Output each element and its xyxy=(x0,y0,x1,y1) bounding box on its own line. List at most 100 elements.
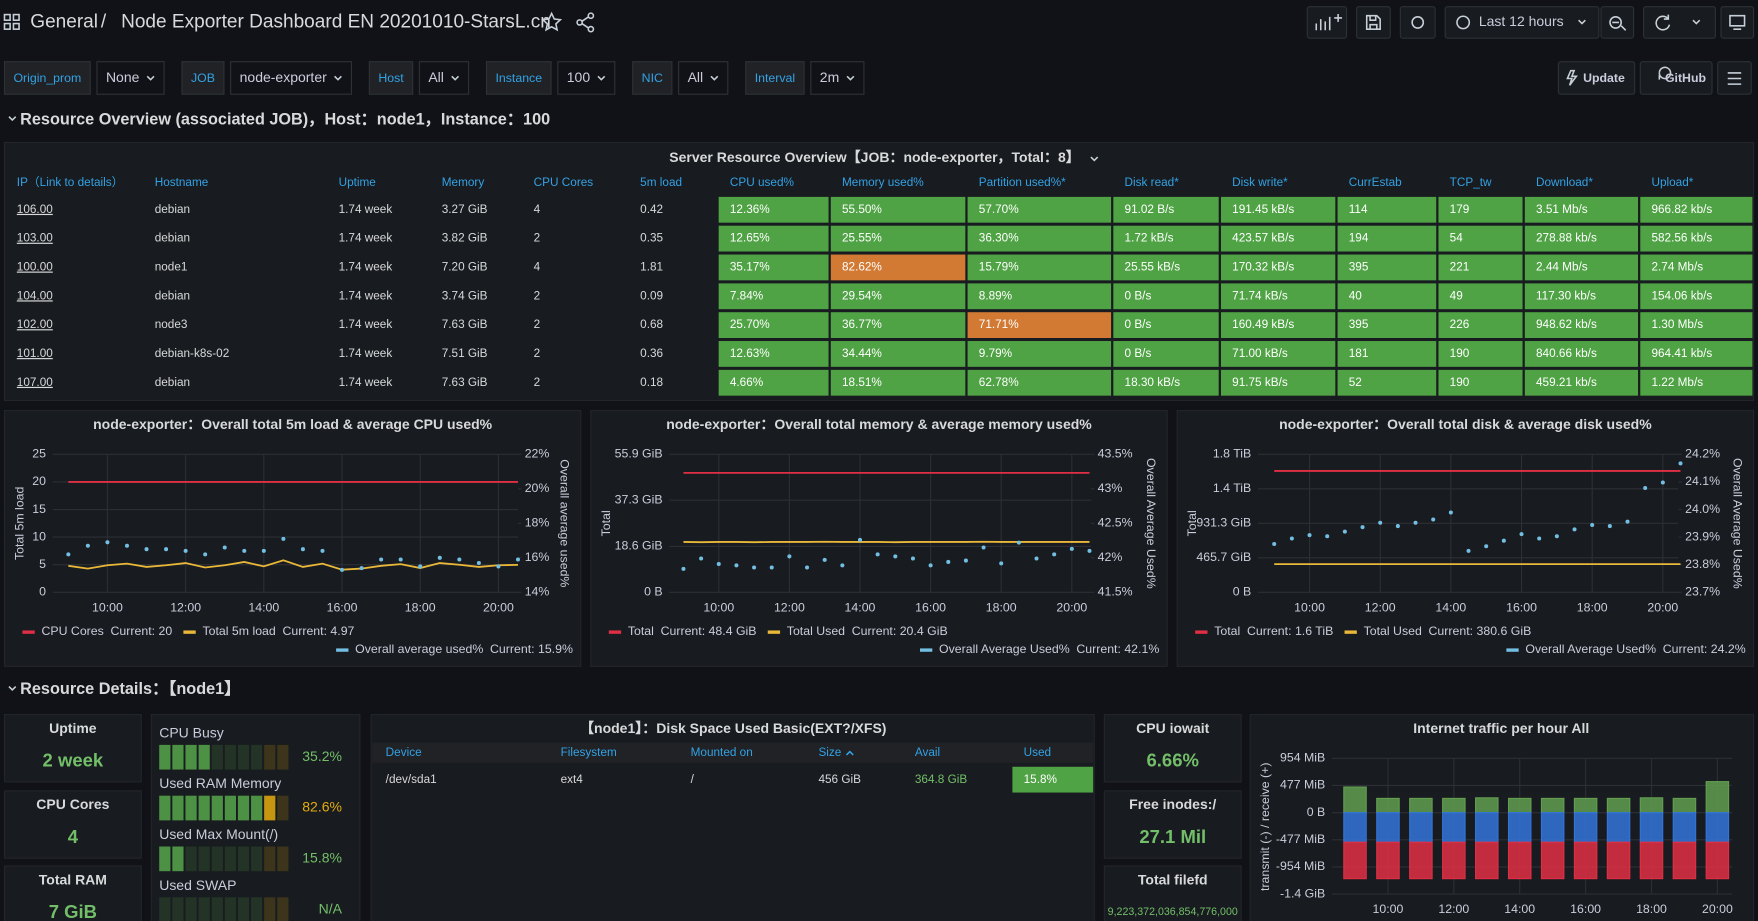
table-cell: 2 xyxy=(534,289,541,302)
panel-title[interactable]: node-exporter：Overall total disk & avera… xyxy=(1279,416,1652,432)
legend-name[interactable]: Total xyxy=(1214,624,1240,638)
refresh-icon xyxy=(1655,14,1701,31)
column-header[interactable]: Memory used% xyxy=(842,176,924,189)
column-header[interactable]: Filesystem xyxy=(561,746,617,759)
legend-name[interactable]: Total Used xyxy=(787,624,845,638)
y-tick-label: 0 xyxy=(39,585,46,599)
column-header[interactable]: TCP_tw xyxy=(1450,176,1492,189)
variable-label: Instance xyxy=(495,71,542,85)
column-header[interactable]: Memory xyxy=(442,176,485,189)
dashboard-title[interactable]: Node Exporter Dashboard EN 20201010-Star… xyxy=(121,11,551,32)
ip-link[interactable]: 100.00 xyxy=(17,261,53,274)
y-axis-title: Total xyxy=(599,510,613,536)
legend-name[interactable]: Total Used xyxy=(1364,624,1422,638)
collapse-chevron[interactable] xyxy=(8,685,17,692)
refresh-button[interactable] xyxy=(1643,6,1716,39)
table-cell: 2.44 Mb/s xyxy=(1536,261,1588,274)
y2-tick-label: 18% xyxy=(525,516,550,530)
column-header[interactable]: Disk read* xyxy=(1125,176,1180,189)
table-cell-bg xyxy=(830,225,966,252)
bar-gauge xyxy=(159,795,289,821)
legend-name[interactable]: Overall average used% xyxy=(355,642,483,656)
legend-name[interactable]: Total 5m load xyxy=(202,624,275,638)
link-button[interactable] xyxy=(1639,61,1713,95)
stat-title: Total RAM xyxy=(39,871,107,887)
link-button[interactable] xyxy=(1557,61,1636,95)
column-header[interactable]: Hostname xyxy=(155,176,209,189)
save-button[interactable] xyxy=(1356,6,1391,39)
column-header[interactable]: IP（Link to details） xyxy=(17,175,124,189)
column-header[interactable]: 5m load xyxy=(640,176,682,189)
time-picker[interactable] xyxy=(1444,6,1600,39)
table-cell-bg xyxy=(1640,254,1753,281)
apps-icon[interactable] xyxy=(3,13,20,30)
panel-title[interactable]: node-exporter：Overall total memory & ave… xyxy=(666,416,1092,432)
column-header[interactable]: CPU used% xyxy=(730,176,795,189)
y2-tick-label: 20% xyxy=(525,481,550,495)
ip-link[interactable]: 106.00 xyxy=(17,203,53,216)
collapse-chevron[interactable] xyxy=(8,116,17,122)
column-header[interactable]: Download* xyxy=(1536,176,1593,189)
add-panel-button[interactable] xyxy=(1306,6,1348,39)
ip-link[interactable]: 101.00 xyxy=(17,347,53,360)
column-header[interactable]: Disk write* xyxy=(1232,176,1288,189)
panel-title[interactable]: Internet traffic per hour All xyxy=(1413,720,1589,736)
column-header[interactable]: Partition used%* xyxy=(979,176,1066,189)
variable-select[interactable] xyxy=(230,61,352,95)
y2-tick-label: 43.5% xyxy=(1098,447,1133,461)
variable-label: Host xyxy=(378,71,404,85)
variable-select[interactable] xyxy=(418,61,470,95)
x-tick-label: 20:00 xyxy=(1647,600,1678,614)
section-title[interactable]: Resource Details：【node1】 xyxy=(20,680,240,698)
table-cell: 62.78% xyxy=(979,376,1019,389)
column-header[interactable]: CurrEstab xyxy=(1349,176,1402,189)
table-cell: 181 xyxy=(1349,347,1369,360)
table-cell: 3.82 GiB xyxy=(442,232,488,245)
legend-swatch xyxy=(1195,630,1208,634)
gauge-cell xyxy=(251,897,263,921)
data-point xyxy=(398,557,403,562)
legend-name[interactable]: Total xyxy=(628,624,654,638)
share-icon[interactable] xyxy=(576,12,595,33)
ip-link[interactable]: 107.00 xyxy=(17,376,53,389)
variable-select[interactable] xyxy=(678,61,729,95)
table-cell: debian xyxy=(155,376,190,389)
column-header[interactable]: CPU Cores xyxy=(534,176,594,189)
column-header[interactable]: Upload* xyxy=(1651,176,1693,189)
data-point xyxy=(769,565,774,570)
panel-title[interactable]: Server Resource Overview【JOB：node-export… xyxy=(669,149,1079,165)
column-header[interactable]: Device xyxy=(386,746,422,759)
star-icon[interactable] xyxy=(541,11,563,32)
x-tick-label: 14:00 xyxy=(1504,902,1535,916)
breadcrumb-root[interactable]: General xyxy=(30,11,98,32)
column-header[interactable]: Avail xyxy=(915,746,940,759)
ip-link[interactable]: 103.00 xyxy=(17,232,53,245)
settings-button[interactable] xyxy=(1399,6,1436,39)
legend-name[interactable]: CPU Cores xyxy=(41,624,103,638)
column-header[interactable]: Mounted on xyxy=(691,746,753,759)
table-cell-bg xyxy=(1438,225,1523,252)
column-header[interactable]: Size xyxy=(818,746,841,759)
data-point xyxy=(300,547,305,552)
bar-segment xyxy=(1343,812,1367,843)
tv-mode-button[interactable] xyxy=(1720,6,1755,39)
legend-name[interactable]: Overall Average Used% xyxy=(939,642,1070,656)
link-label[interactable]: GitHub xyxy=(1665,71,1707,85)
stat-panel xyxy=(1103,790,1242,859)
panel-title[interactable]: node-exporter：Overall total 5m load & av… xyxy=(93,416,493,432)
table-cell-bg xyxy=(1640,341,1753,367)
table-cell: 1.30 Mb/s xyxy=(1651,318,1703,331)
link-icon xyxy=(1658,66,1672,80)
column-header[interactable]: Uptime xyxy=(339,176,377,189)
stat-title: Free inodes:/ xyxy=(1129,796,1216,812)
variable-select[interactable] xyxy=(810,61,865,95)
legend-name[interactable]: Overall Average Used% xyxy=(1525,642,1656,656)
column-header[interactable]: Used xyxy=(1024,746,1051,759)
variable-select[interactable] xyxy=(557,61,616,95)
link-label[interactable]: Update xyxy=(1583,71,1625,85)
ip-link[interactable]: 104.00 xyxy=(17,289,53,302)
ip-link[interactable]: 102.00 xyxy=(17,318,53,331)
section-title[interactable]: Resource Overview (associated JOB)，Host：… xyxy=(20,110,550,128)
panel-title[interactable]: 【node1】：Disk Space Used Basic(EXT?/XFS) xyxy=(580,720,886,736)
